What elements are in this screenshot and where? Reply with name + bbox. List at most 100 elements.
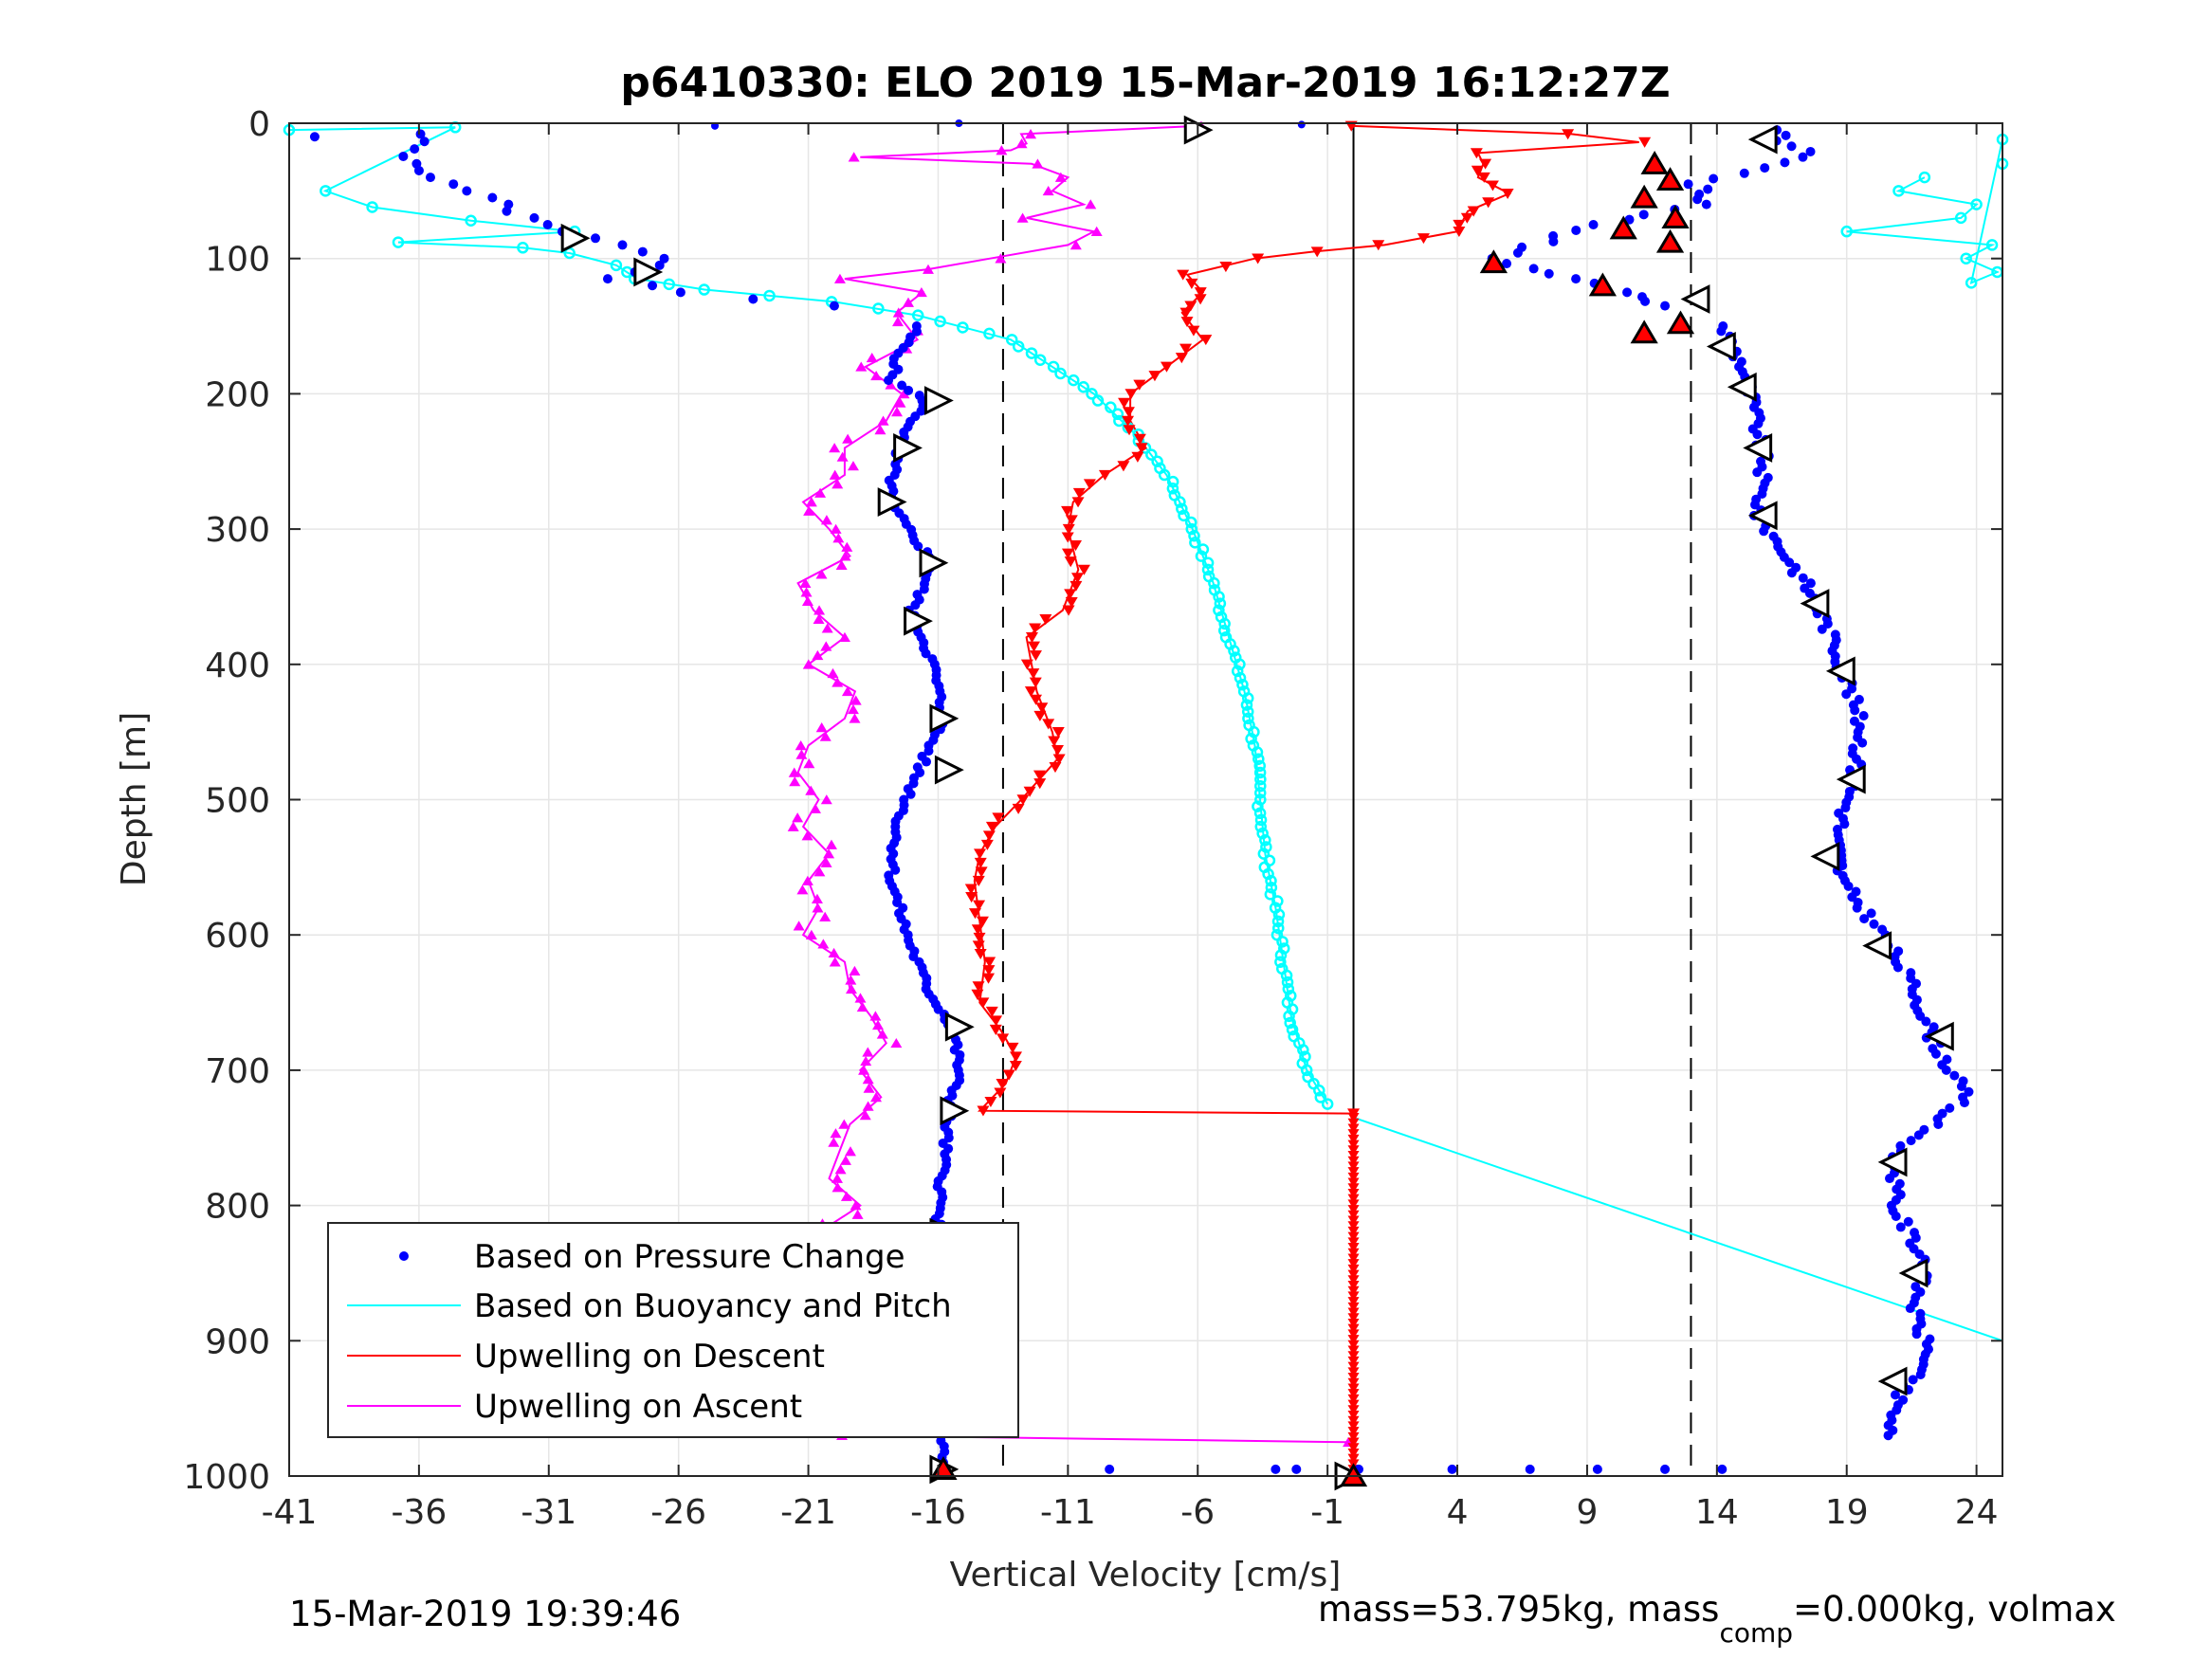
- pressure-surface-descent-point: [448, 179, 459, 190]
- pitch-red-marker: [1609, 215, 1637, 240]
- descent-upwelling-point: [1077, 564, 1090, 575]
- buoyancy-point: [1264, 888, 1277, 901]
- pressure-ascent-point: [1841, 689, 1852, 700]
- footer-mass-prefix: mass=53.795kg, mass: [1318, 1589, 1719, 1630]
- pressure-surface-ascent-point: [1571, 274, 1581, 284]
- ascent-upwelling-point: [805, 785, 817, 795]
- ascent-upwelling-point: [821, 623, 833, 633]
- pressure-descent-point: [922, 757, 932, 767]
- buoyancy-point: [1254, 820, 1268, 833]
- x-tick-label: 24: [1955, 1493, 1999, 1532]
- pressure-surface-descent-point: [309, 132, 320, 142]
- descent-upwelling-point: [1133, 379, 1146, 391]
- buoyancy-point: [934, 315, 946, 328]
- descent-upwelling-point: [974, 948, 987, 960]
- ascent-upwelling-point: [832, 677, 844, 687]
- descent-upwelling-point: [1194, 294, 1207, 305]
- pressure-surface-descent-point: [637, 246, 648, 257]
- x-tick-label: -26: [650, 1493, 706, 1532]
- descent-upwelling-point: [982, 973, 996, 984]
- y-tick-label: 800: [205, 1188, 270, 1227]
- descent-bottom-point: [1347, 1356, 1360, 1367]
- ascent-upwelling-point: [840, 1191, 852, 1201]
- ascent-upwelling-point: [827, 667, 839, 679]
- descent-upwelling-point: [1479, 158, 1492, 170]
- ascent-upwelling-point: [788, 767, 800, 777]
- descent-upwelling-point: [1051, 726, 1065, 738]
- descent-bottom-point: [1347, 1139, 1360, 1150]
- ascent-upwelling-point: [848, 152, 860, 162]
- footer-mass-info: mass=53.795kg, masscomp=0.000kg, volmax: [1318, 1589, 2116, 1649]
- descent-bottom-point: [1347, 1318, 1360, 1329]
- pressure-bottom-point: [1447, 1464, 1457, 1474]
- y-tick-label: 1000: [183, 1458, 270, 1497]
- descent-bottom-point: [1347, 1156, 1360, 1166]
- descent-upwelling-point: [1470, 148, 1483, 159]
- y-tick-label: 200: [205, 375, 270, 414]
- pitch-red-marker: [1655, 228, 1685, 253]
- ascent-upwelling-point: [858, 1065, 870, 1075]
- ascent-upwelling-point: [829, 469, 841, 480]
- descent-bottom-point: [1347, 1275, 1360, 1285]
- ascent-upwelling-point: [849, 965, 861, 976]
- descent-bottom-point: [1347, 1231, 1360, 1242]
- descent-bottom-point: [1347, 1307, 1360, 1318]
- descent-bottom-point: [1347, 1253, 1360, 1264]
- descent-upwelling-point: [1122, 415, 1135, 427]
- pitch-descent-marker: [877, 487, 907, 517]
- buoyancy-point: [610, 259, 623, 272]
- buoyancy-point: [1105, 401, 1117, 413]
- buoyancy-point: [1278, 942, 1290, 955]
- pressure-ascent-point: [1839, 819, 1850, 830]
- buoyancy-point: [1253, 787, 1267, 799]
- descent-upwelling-point: [1083, 479, 1096, 490]
- pressure-surface-ascent-point: [1703, 184, 1713, 194]
- descent-upwelling-point: [1417, 233, 1430, 245]
- pressure-surface-ascent-point: [1548, 236, 1559, 246]
- buoyancy-point: [1234, 658, 1246, 671]
- pitch-red-marker: [1630, 184, 1658, 209]
- descent-bottom-point: [1347, 1297, 1360, 1307]
- pressure-ascent-point: [1884, 1174, 1894, 1184]
- pressure-ascent-point: [1956, 1082, 1966, 1092]
- pressure-surface-descent-point: [654, 260, 665, 270]
- buoyancy-point: [1185, 522, 1198, 536]
- descent-bottom-point: [1347, 1427, 1360, 1437]
- y-tick-label: 500: [205, 782, 270, 821]
- buoyancy-point: [1248, 725, 1260, 738]
- buoyancy-point: [320, 185, 332, 197]
- pressure-descent-point: [919, 584, 929, 594]
- ascent-upwelling-point: [834, 1164, 847, 1175]
- ascent-upwelling-point: [869, 1011, 882, 1021]
- descent-upwelling-point: [1029, 677, 1042, 688]
- descent-upwelling-point: [1194, 287, 1207, 299]
- descent-upwelling-point: [1033, 710, 1047, 721]
- descent-upwelling-point: [1049, 762, 1062, 774]
- ascent-upwelling-point: [915, 286, 927, 298]
- x-tick-label: -16: [910, 1493, 966, 1532]
- pressure-surface-descent-point: [675, 287, 686, 298]
- pressure-surface-descent-point: [591, 233, 601, 244]
- descent-upwelling-point: [964, 884, 978, 895]
- buoyancy-point: [1314, 1091, 1327, 1103]
- ascent-upwelling-point: [838, 631, 850, 643]
- ascent-upwelling-point: [836, 451, 849, 462]
- y-axis-ticks: 0 100 200 300 400 500 600 700 800 900 1000: [183, 105, 2002, 1497]
- ascent-upwelling-point: [898, 389, 910, 399]
- descent-bottom-point: [1347, 1188, 1360, 1199]
- pressure-surface-descent-point: [502, 206, 512, 216]
- ascent-upwelling-point: [793, 921, 805, 931]
- pressure-surface-ascent-point: [1512, 247, 1523, 258]
- ascent-upwelling-point: [862, 1101, 874, 1111]
- ascent-upwelling-point: [1085, 199, 1097, 210]
- buoyancy-point: [872, 302, 885, 315]
- buoyancy-point: [1025, 347, 1038, 359]
- descent-upwelling-point: [965, 892, 978, 903]
- descent-upwelling-point: [1061, 532, 1074, 543]
- buoyancy-point: [1241, 705, 1254, 718]
- ascent-upwelling-point: [841, 685, 853, 697]
- descent-bottom-point: [1347, 1161, 1360, 1172]
- ascent-upwelling-point: [996, 145, 1008, 155]
- buoyancy-point: [1231, 665, 1244, 678]
- ascent-upwelling-point: [847, 461, 859, 471]
